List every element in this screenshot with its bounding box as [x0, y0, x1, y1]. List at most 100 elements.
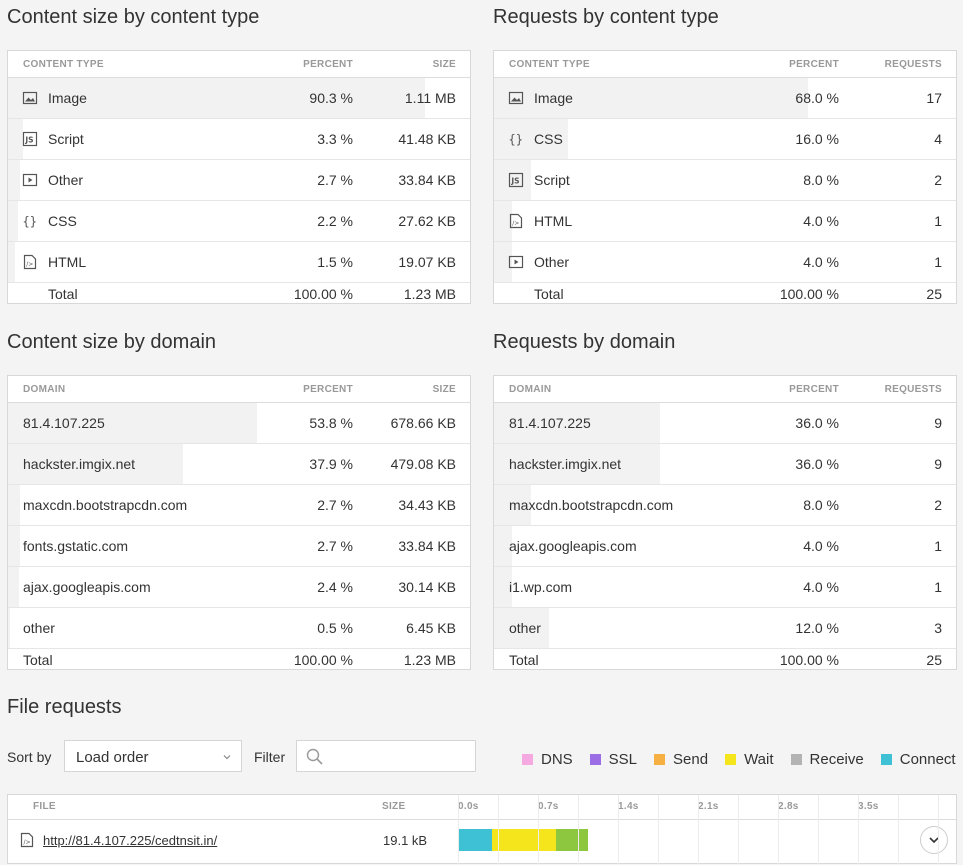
row-name: HTML [48, 254, 87, 270]
css-icon: {} [22, 213, 38, 229]
file-column-header: FILE [33, 801, 56, 812]
table-row: Other 2.7 % 33.84 KB [8, 160, 470, 201]
row-name: maxcdn.bootstrapcdn.com [509, 497, 674, 513]
row-name: 81.4.107.225 [509, 415, 591, 431]
row-value: 30.14 KB [398, 579, 456, 595]
row-percent: 1.5 % [317, 254, 353, 270]
legend-item-send: Send [654, 751, 708, 768]
table-row: /> HTML 1.5 % 19.07 KB [8, 242, 470, 283]
legend-swatch [522, 754, 533, 765]
legend-label: Send [673, 751, 709, 768]
total-value: 25 [926, 652, 942, 668]
script-icon: JS [22, 131, 38, 147]
row-percent: 36.0 % [795, 456, 839, 472]
chevron-down-icon [929, 837, 939, 844]
svg-text:/>: /> [26, 261, 33, 268]
total-value: 25 [926, 286, 942, 302]
column-header-requests: REQUESTS [884, 59, 942, 70]
total-percent: 100.00 % [779, 286, 839, 302]
row-value: 1 [934, 538, 942, 554]
expand-row-button[interactable] [920, 826, 948, 854]
total-row: Total 100.00 % 1.23 MB [8, 283, 470, 303]
sort-select[interactable]: Load order [64, 740, 242, 772]
row-value: 1 [934, 579, 942, 595]
table-row: Image 90.3 % 1.11 MB [8, 78, 470, 119]
total-value: 1.23 MB [403, 286, 456, 302]
row-percent: 16.0 % [795, 131, 839, 147]
table-row: other 0.5 % 6.45 KB [8, 608, 470, 649]
row-value: 6.45 KB [406, 620, 456, 636]
share-bar [8, 403, 257, 443]
row-percent: 2.2 % [317, 213, 353, 229]
legend-item-receive: Receive [790, 751, 864, 768]
timeline-gridline [658, 795, 659, 865]
timeline-gridline [818, 795, 819, 865]
column-header-size: SIZE [432, 59, 456, 70]
table-row: other 12.0 % 3 [494, 608, 956, 649]
share-bar [8, 444, 183, 484]
row-value: 9 [934, 415, 942, 431]
table-row: maxcdn.bootstrapcdn.com 8.0 % 2 [494, 485, 956, 526]
column-header-name: CONTENT TYPE [23, 59, 104, 70]
requests-by-domain-table: DOMAIN PERCENT REQUESTS 81.4.107.225 36.0 % 9… [493, 375, 957, 670]
column-header-name: DOMAIN [23, 384, 66, 395]
timeline-gridline [458, 795, 459, 865]
file-request-row[interactable]: /> http://81.4.107.225/cedtnsit.in/ 19.1… [8, 820, 956, 860]
total-percent: 100.00 % [293, 286, 353, 302]
table-row: fonts.gstatic.com 2.7 % 33.84 KB [8, 526, 470, 567]
row-percent: 53.8 % [309, 415, 353, 431]
timeline-gridline [778, 795, 779, 865]
timeline-gridline [498, 795, 499, 865]
share-bar [494, 526, 512, 566]
sort-by-label: Sort by [7, 749, 52, 765]
table-row: ajax.googleapis.com 4.0 % 1 [494, 526, 956, 567]
timeline-gridline [618, 795, 619, 865]
table-row: hackster.imgix.net 37.9 % 479.08 KB [8, 444, 470, 485]
other-icon [22, 172, 38, 188]
file-requests-toolbar: Sort by Load order Filter DNS SSL Send Wait… [7, 740, 957, 774]
share-bar [8, 242, 15, 282]
script-icon: JS [508, 172, 524, 188]
row-percent: 90.3 % [309, 90, 353, 106]
filter-input[interactable] [296, 740, 476, 772]
timing-segment-wait [492, 829, 557, 851]
row-percent: 2.7 % [317, 538, 353, 554]
legend-swatch [880, 754, 892, 765]
timeline-tick-label: 0.7s [538, 801, 559, 812]
section-title-requests-by-domain: Requests by domain [493, 331, 676, 353]
total-row: Total 100.00 % 1.23 MB [8, 649, 470, 669]
svg-text:/>: /> [24, 839, 31, 846]
share-bar [8, 160, 20, 200]
file-url-link[interactable]: http://81.4.107.225/cedtnsit.in/ [43, 833, 218, 848]
column-header-percent: PERCENT [303, 384, 353, 395]
table-header: DOMAIN PERCENT REQUESTS [494, 376, 956, 403]
table-row: maxcdn.bootstrapcdn.com 2.7 % 34.43 KB [8, 485, 470, 526]
legend-label: SSL [608, 751, 638, 768]
timing-segment-connect [458, 829, 493, 851]
row-percent: 68.0 % [795, 90, 839, 106]
column-header-percent: PERCENT [789, 384, 839, 395]
share-bar [494, 78, 808, 118]
section-title-requests-by-type: Requests by content type [493, 6, 719, 28]
row-percent: 8.0 % [803, 172, 839, 188]
section-title-size-by-domain: Content size by domain [7, 331, 217, 353]
total-row: Total 100.00 % 25 [494, 283, 956, 303]
image-icon [508, 90, 524, 106]
share-bar [8, 567, 19, 607]
row-percent: 0.5 % [317, 620, 353, 636]
row-percent: 4.0 % [803, 538, 839, 554]
row-percent: 12.0 % [795, 620, 839, 636]
row-value: 2 [934, 172, 942, 188]
html-icon: /> [508, 213, 524, 229]
row-name: 81.4.107.225 [23, 415, 105, 431]
share-bar [8, 608, 10, 648]
chevron-down-icon [223, 755, 231, 760]
table-row: Image 68.0 % 17 [494, 78, 956, 119]
row-value: 9 [934, 456, 942, 472]
row-name: other [509, 620, 541, 636]
row-value: 27.62 KB [398, 213, 456, 229]
legend-label: Connect [899, 751, 956, 768]
legend-label: Receive [809, 751, 864, 768]
row-value: 33.84 KB [398, 172, 456, 188]
column-header-percent: PERCENT [789, 59, 839, 70]
